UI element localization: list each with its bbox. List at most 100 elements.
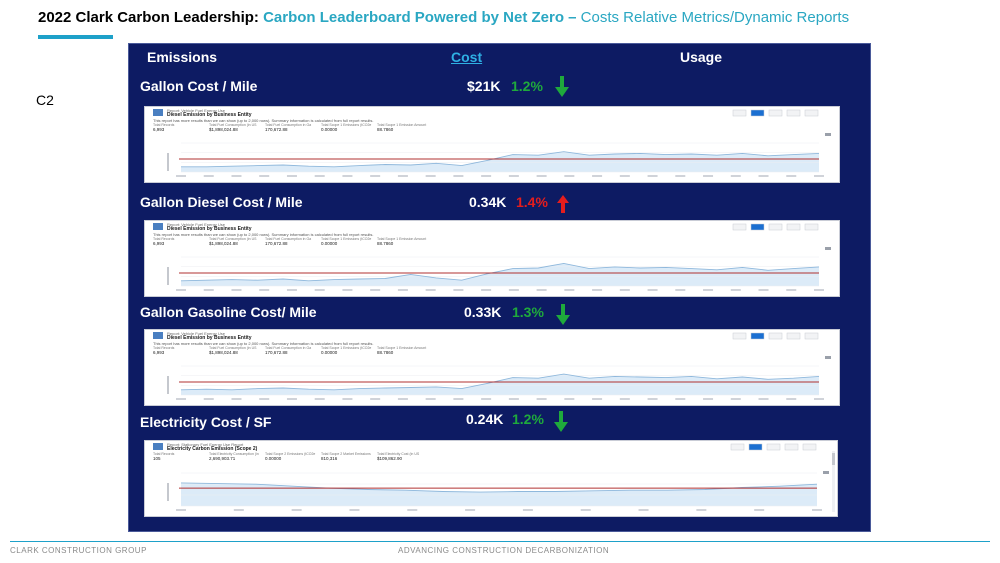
report-tick-label	[758, 289, 769, 291]
report-tick-label	[812, 509, 822, 511]
report-y-axis-label	[167, 483, 169, 501]
report-stat-value: 170,672.88	[265, 241, 288, 246]
report-tick-label	[425, 175, 436, 177]
metric-value-electricity-cost: 0.24K	[466, 411, 504, 427]
report-scrollbar-thumb	[832, 453, 835, 465]
report-tick-label	[453, 175, 464, 177]
report-tick-label	[453, 289, 464, 291]
report-tick-label	[675, 398, 686, 400]
tab-emissions[interactable]: Emissions	[147, 49, 218, 65]
report-tick-label	[259, 289, 270, 291]
report-stat-label: Total Scope 1 Emissions (tCO2e	[321, 123, 372, 127]
report-area	[181, 374, 819, 395]
report-stat-value: 0.00000	[265, 456, 282, 461]
report-stat-label: Total Scope 2 Market Emissions	[321, 452, 371, 456]
metric-pct-electricity-cost: 1.2%	[512, 411, 544, 427]
report-tick-label	[465, 509, 476, 511]
report-toolbar-button	[750, 332, 765, 340]
arrow-down-icon	[554, 411, 568, 432]
report-stat-value: $1,898,024.88	[209, 127, 238, 132]
arrow-down-icon	[555, 76, 569, 97]
report-tick-label	[481, 175, 492, 177]
report-stat-label: Total Fuel Consumption (in US	[209, 237, 257, 241]
report-stat-label: Total Fuel Consumption in Ga	[265, 346, 312, 350]
report-tick-label	[314, 398, 325, 400]
report-chart	[153, 109, 831, 177]
report-tick-label	[814, 289, 824, 291]
report-tick-label	[647, 289, 658, 291]
report-stat-label: Total Records	[153, 123, 175, 127]
report-stat-value: 88.7860	[377, 241, 394, 246]
report-toolbar-button	[748, 443, 763, 451]
report-tick-label	[397, 175, 408, 177]
report-tick-label	[203, 175, 214, 177]
report-tick-label	[703, 289, 714, 291]
report-electricity-cost[interactable]: Report: Stationary Fuel Energy Use Repor…	[144, 440, 838, 517]
tab-cost[interactable]: Cost	[451, 49, 483, 65]
side-label: C2	[36, 92, 54, 108]
report-subtitle: Report: Vehicle Fuel Energy Use	[167, 222, 226, 227]
report-chart	[153, 223, 831, 291]
report-tick-label	[619, 175, 630, 177]
report-gasoline-cost[interactable]: Report: Vehicle Fuel Energy Use Diesel Em…	[144, 329, 840, 406]
report-diesel-cost[interactable]: Report: Vehicle Fuel Energy Use Diesel Em…	[144, 220, 840, 297]
report-stat-label: Total Fuel Consumption in Ga	[265, 237, 312, 241]
report-y-axis-label	[167, 267, 169, 285]
report-stat-label: Total Fuel Consumption in Ga	[265, 123, 312, 127]
report-tick-label	[564, 175, 575, 177]
report-stat-value: 170,672.88	[265, 350, 288, 355]
title-leaderboard: Carbon Leaderboard Powered by Net Zero –	[263, 9, 577, 26]
report-side-button	[825, 247, 831, 250]
report-tick-label	[203, 289, 214, 291]
report-tick-label	[314, 289, 325, 291]
report-tick-label	[176, 509, 186, 511]
report-stat-value: 6,993	[153, 127, 165, 132]
report-title: Diesel Emission by Business Entity	[167, 335, 252, 341]
dashboard-panel: Emissions Cost Usage Gallon Cost / Mile …	[128, 43, 871, 532]
report-tick-label	[647, 175, 658, 177]
report-tick-label	[231, 398, 242, 400]
metric-label-gasoline-cost: Gallon Gasoline Cost/ Mile	[140, 304, 317, 320]
report-stat-label: Total Fuel Consumption (in US	[209, 123, 257, 127]
report-tick-label	[349, 509, 360, 511]
report-tick-label	[397, 398, 408, 400]
report-tick-label	[370, 289, 381, 291]
report-tick-label	[176, 398, 186, 400]
report-tick-label	[696, 509, 707, 511]
report-tick-label	[286, 175, 297, 177]
report-stat-label: Total Scope 1 Emission Amount	[377, 237, 427, 241]
report-tick-label	[286, 289, 297, 291]
footer-company: CLARK CONSTRUCTION GROUP	[10, 546, 147, 555]
report-logo-icon	[153, 109, 163, 116]
report-note: This report has more results than we can…	[153, 232, 374, 237]
report-tick-label	[638, 509, 649, 511]
report-stat-label: Total Scope 1 Emission Amount	[377, 346, 427, 350]
report-tick-label	[592, 289, 603, 291]
report-tick-label	[522, 509, 533, 511]
report-tick-label	[176, 289, 186, 291]
metric-pct-diesel-cost: 1.4%	[516, 194, 548, 210]
report-toolbar-button	[804, 223, 819, 231]
report-line	[180, 373, 820, 391]
report-tick-label	[592, 398, 603, 400]
report-tick-label	[425, 289, 436, 291]
report-toolbar-button	[732, 223, 747, 231]
report-stat-value: $109,862.90	[377, 456, 403, 461]
report-stat-label: Total Records	[153, 452, 175, 456]
report-subtitle: Report: Vehicle Fuel Energy Use	[167, 108, 226, 113]
report-toolbar-button	[750, 109, 765, 117]
report-toolbar-button	[732, 332, 747, 340]
report-toolbar-button	[786, 332, 801, 340]
report-tick-label	[342, 398, 353, 400]
report-tick-label	[619, 398, 630, 400]
title-prefix: 2022 Clark Carbon Leadership:	[38, 9, 259, 26]
report-stat-label: Total Electricity Cost (in US	[377, 452, 420, 456]
tab-usage[interactable]: Usage	[680, 49, 723, 65]
report-tick-label	[508, 289, 519, 291]
report-tick-label	[370, 398, 381, 400]
report-tick-label	[231, 175, 242, 177]
report-y-axis-label	[167, 153, 169, 171]
report-stat-value: 105	[153, 456, 161, 461]
report-gallon-cost[interactable]: Report: Vehicle Fuel Energy Use Diesel Em…	[144, 106, 840, 183]
report-line	[181, 151, 820, 168]
